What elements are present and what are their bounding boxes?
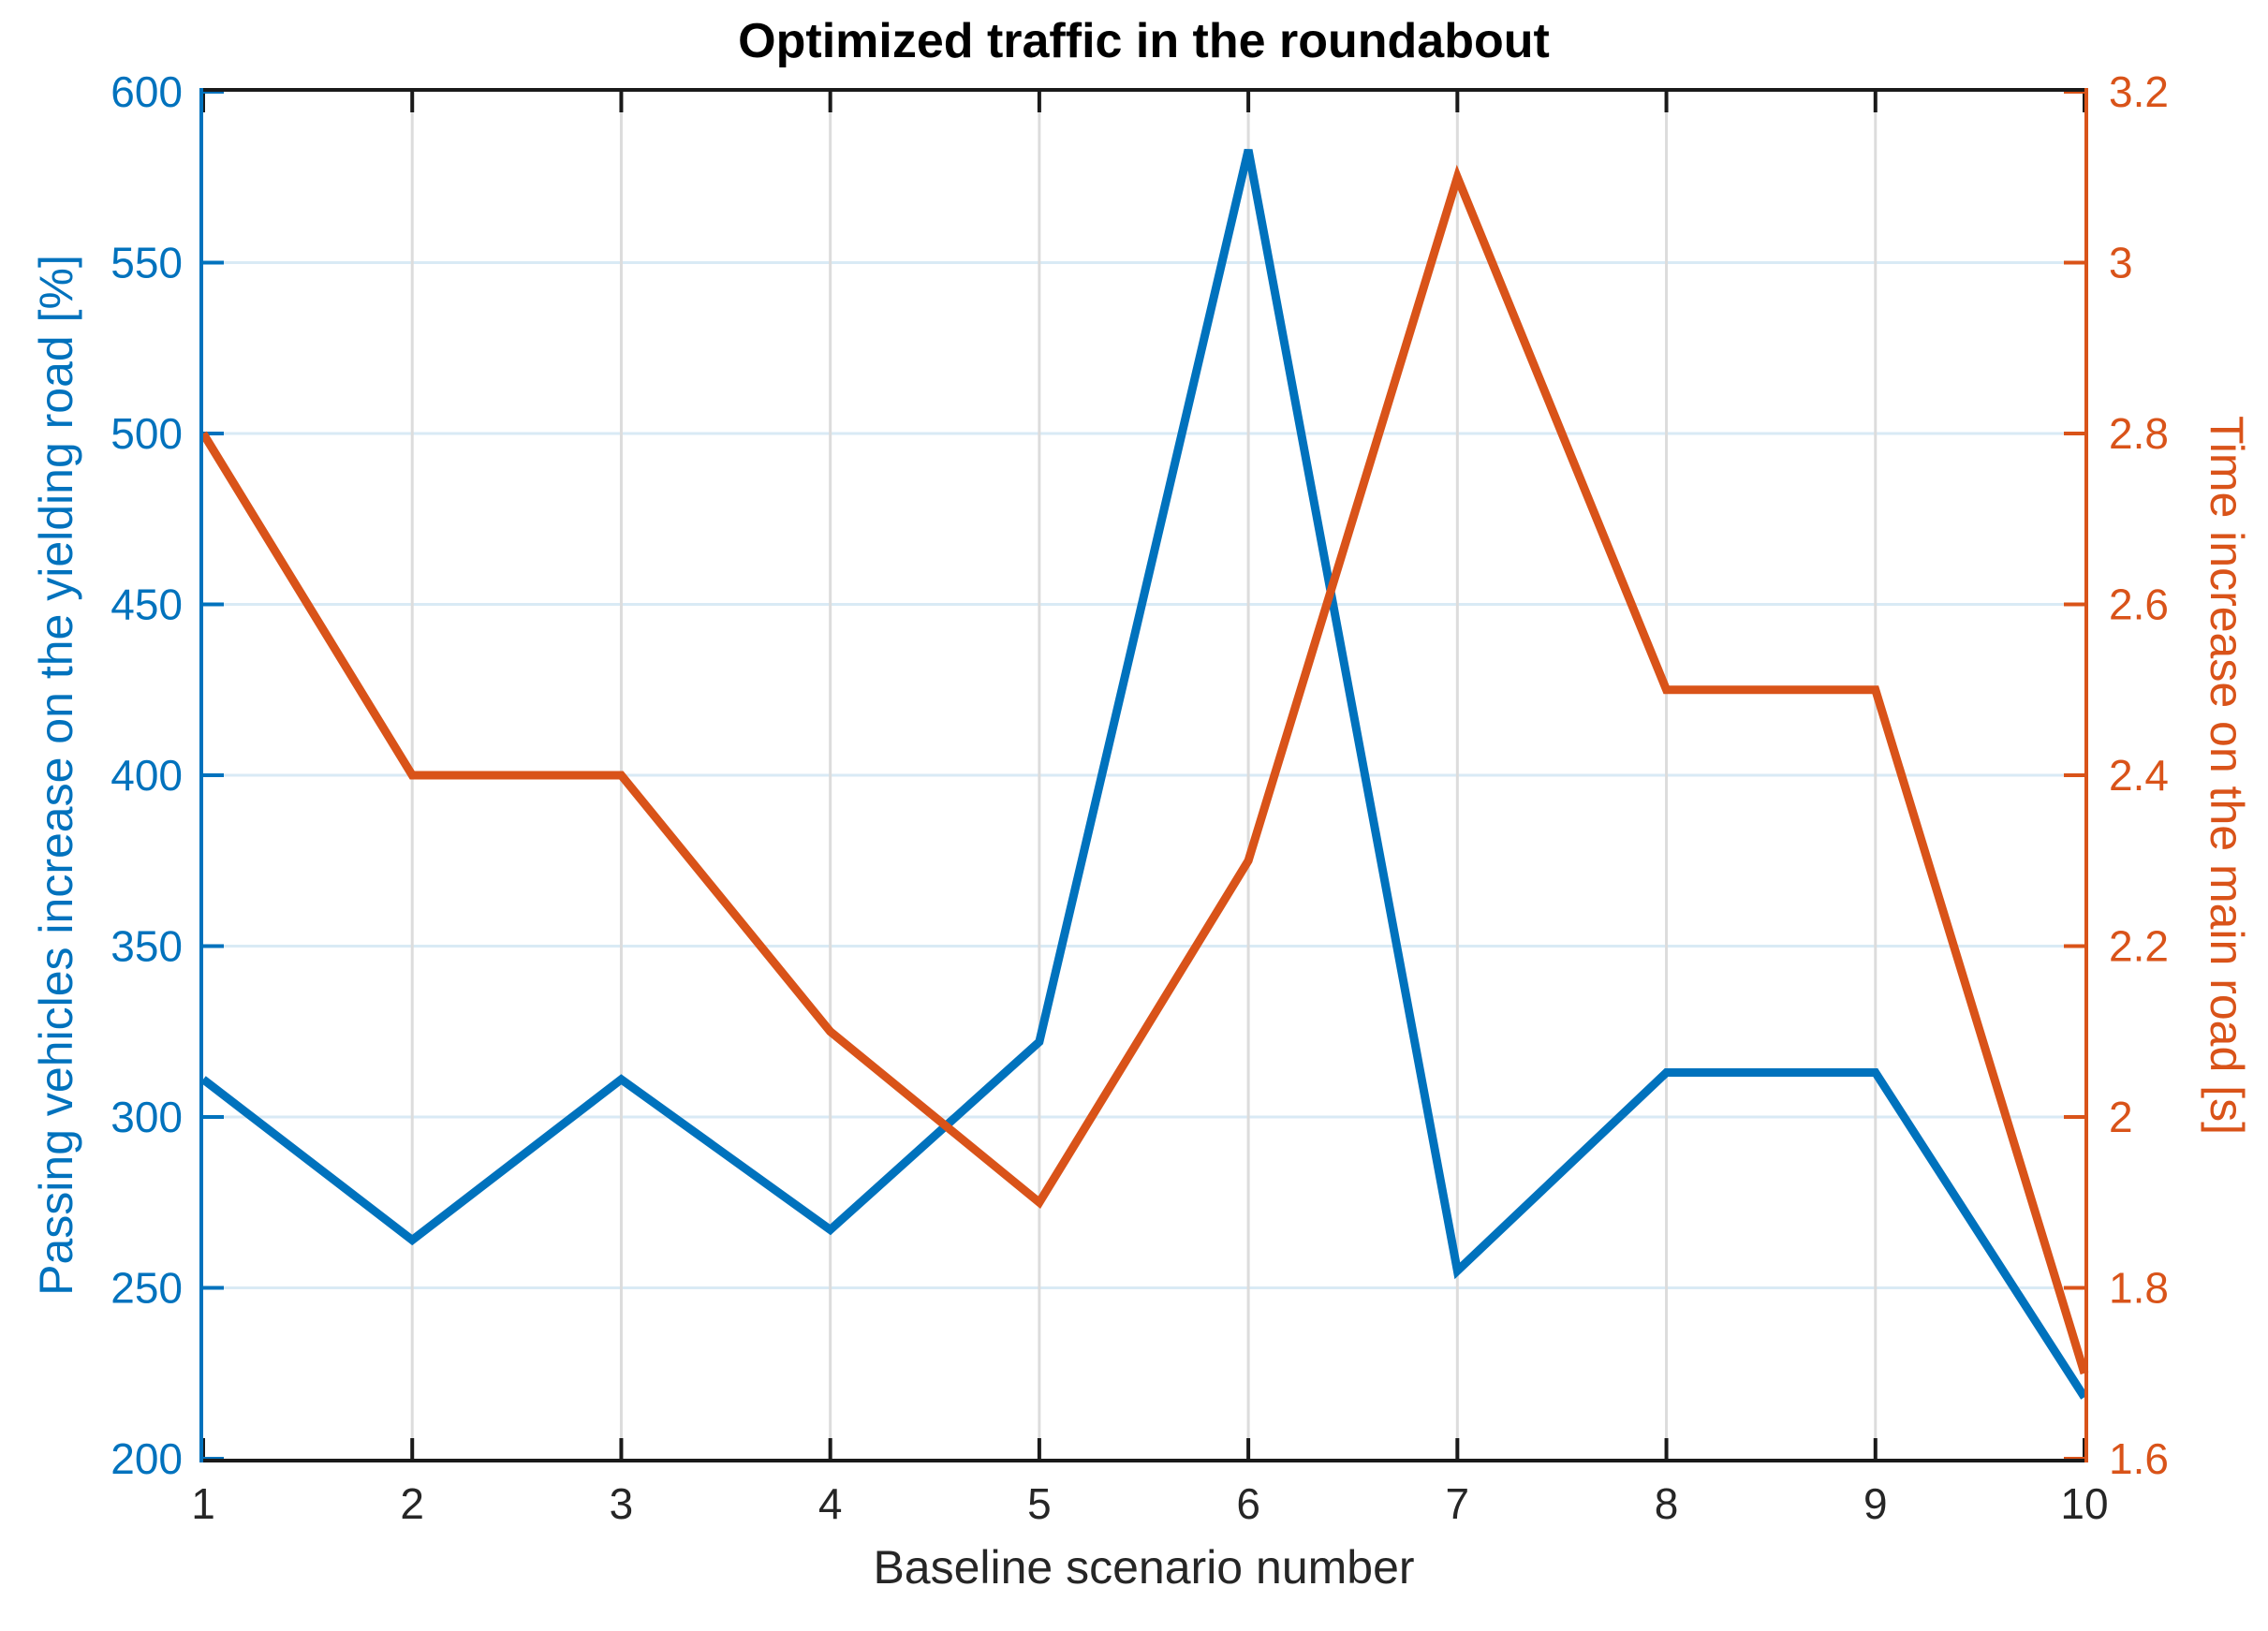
x-tick-label: 4 — [818, 1479, 843, 1528]
x-tick-label: 3 — [610, 1479, 634, 1528]
y-left-tick-label: 300 — [110, 1093, 183, 1141]
x-tick-label: 7 — [1446, 1479, 1470, 1528]
x-tick-label: 6 — [1236, 1479, 1260, 1528]
x-tick-label: 2 — [400, 1479, 424, 1528]
chart-title: Optimized traffic in the roundabout — [738, 14, 1550, 68]
y-right-tick-label: 2.2 — [2109, 922, 2169, 971]
x-tick-label: 9 — [1863, 1479, 1888, 1528]
y-right-tick-label: 1.8 — [2109, 1264, 2169, 1313]
x-axis-label: Baseline scenario number — [873, 1541, 1415, 1594]
y-left-tick-label: 500 — [110, 409, 183, 458]
x-tick-label: 8 — [1655, 1479, 1679, 1528]
y-right-tick-label: 2 — [2109, 1093, 2133, 1141]
y-right-tick-label: 2.4 — [2109, 751, 2169, 800]
y-right-tick-label: 1.6 — [2109, 1434, 2169, 1483]
y-right-tick-label: 2.6 — [2109, 580, 2169, 629]
series-line-main-road — [199, 164, 2089, 1375]
x-tick-label: 5 — [1027, 1479, 1052, 1528]
x-tick-label: 1 — [191, 1479, 215, 1528]
y-right-tick-label: 3 — [2109, 239, 2133, 287]
y-left-tick-label: 450 — [110, 580, 183, 629]
y-left-tick-label: 600 — [110, 67, 183, 116]
y-left-tick-label: 400 — [110, 751, 183, 800]
y-left-tick-label: 250 — [110, 1264, 183, 1313]
y-left-tick-label: 550 — [110, 239, 183, 287]
x-tick-label: 10 — [2060, 1479, 2108, 1528]
series-line-yielding-road — [200, 149, 2088, 1400]
y-right-tick-label: 3.2 — [2109, 67, 2169, 116]
y-right-tick-label: 2.8 — [2109, 409, 2169, 458]
y-left-tick-label: 350 — [110, 922, 183, 971]
y-left-tick-label: 200 — [110, 1434, 183, 1483]
